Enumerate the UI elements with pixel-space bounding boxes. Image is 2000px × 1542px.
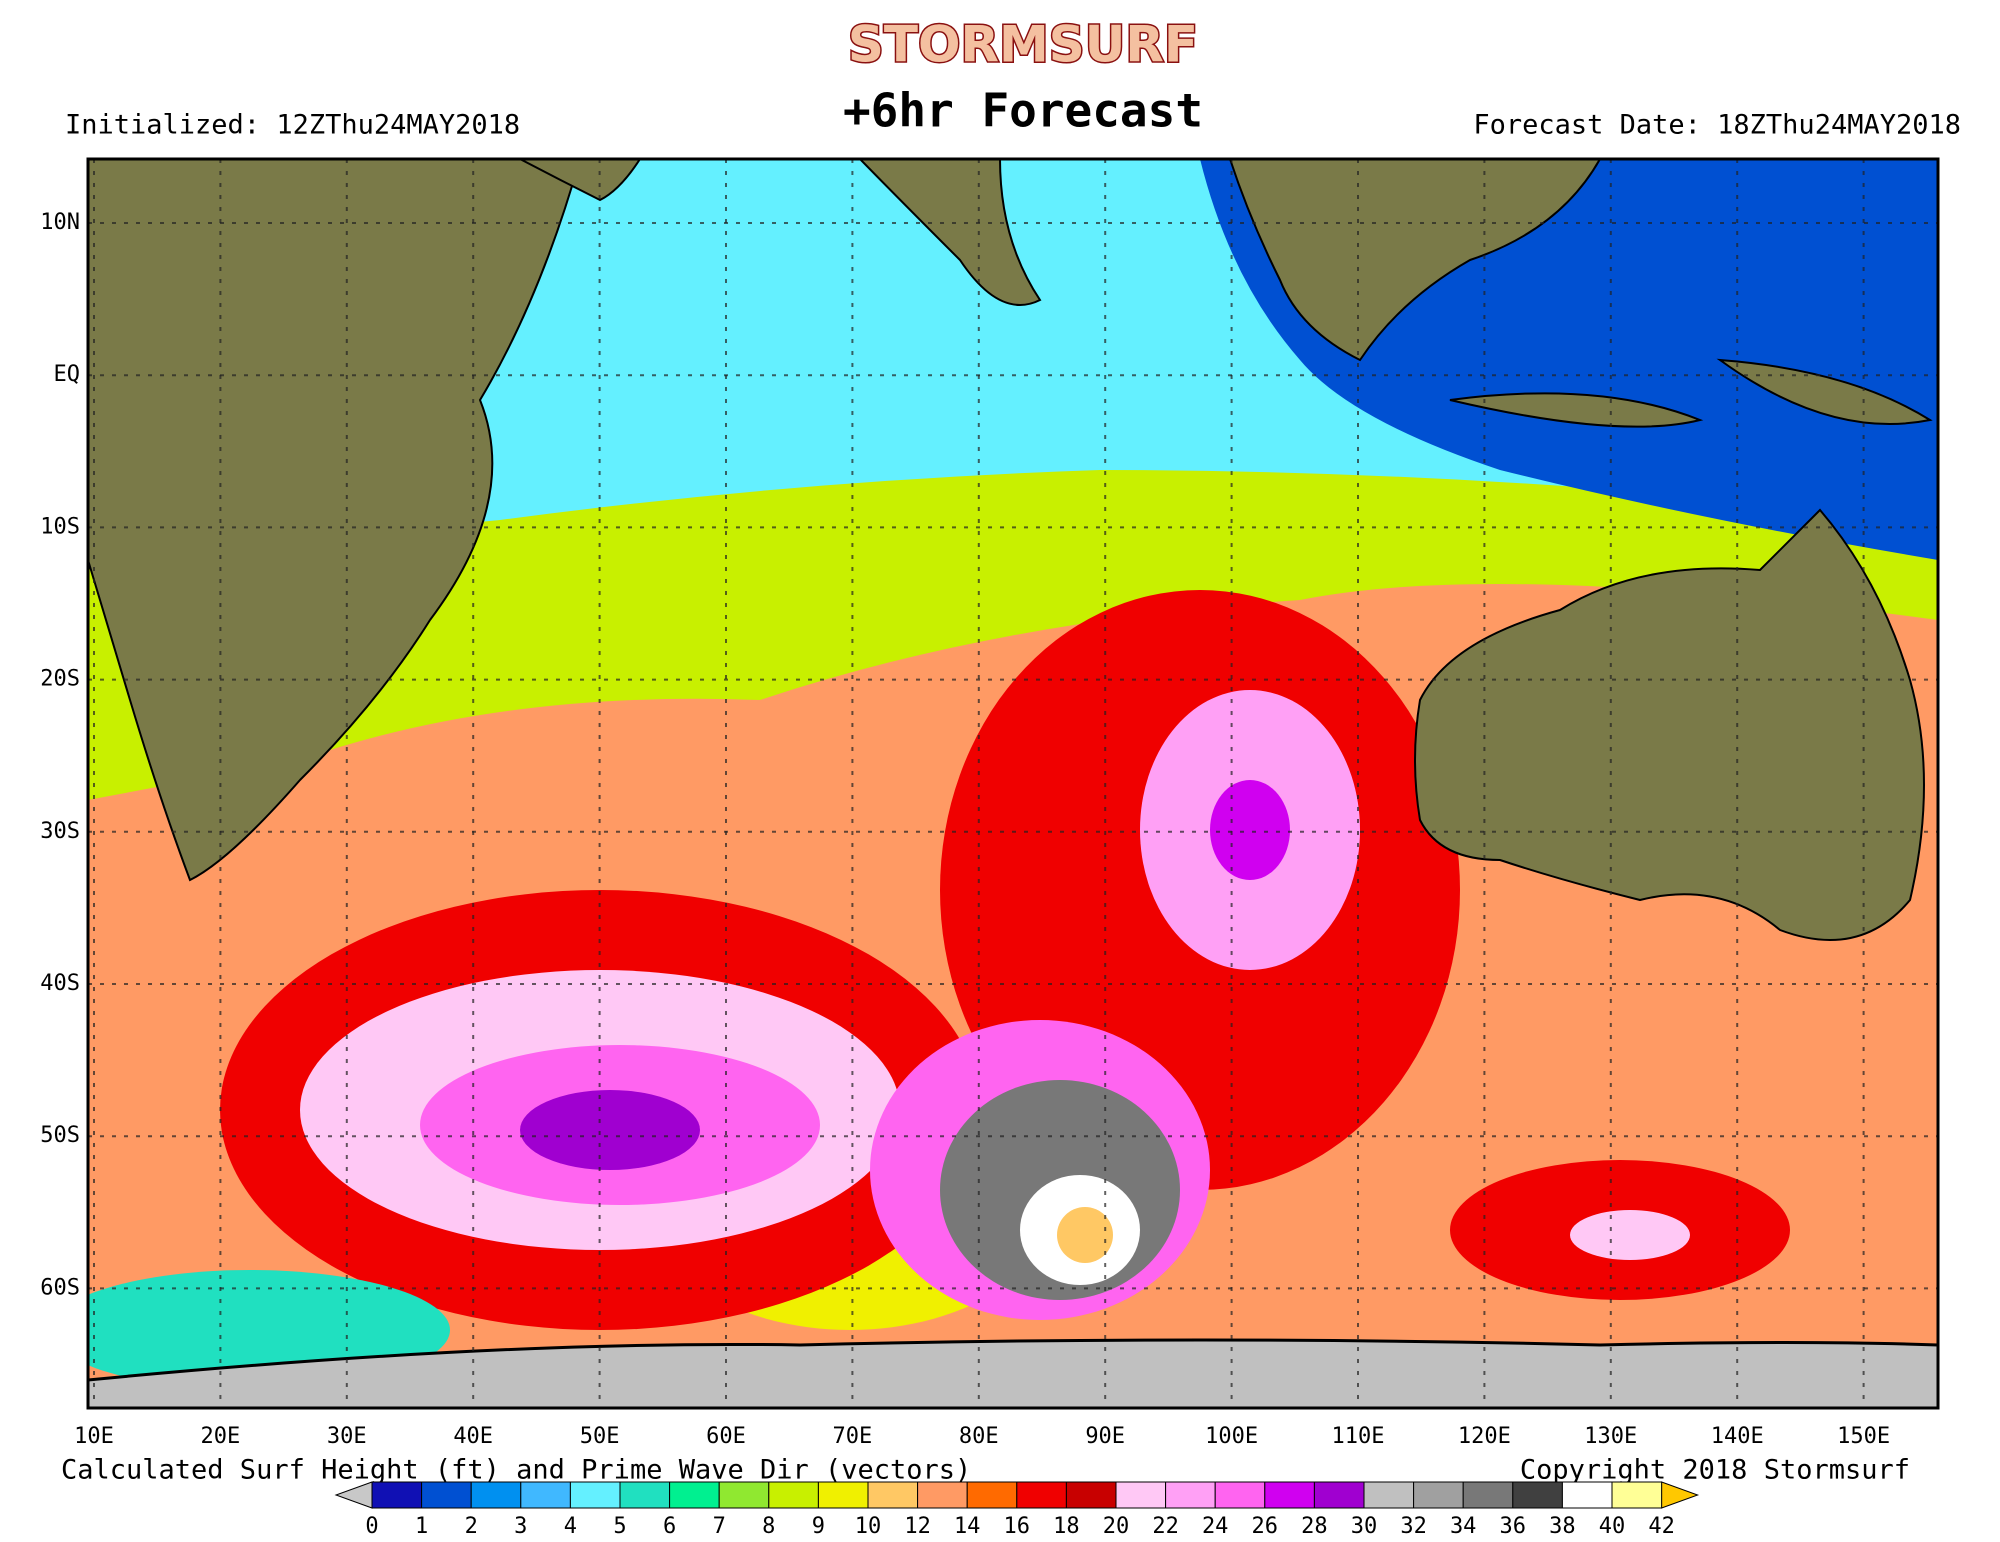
lat-label: EQ [54, 362, 81, 387]
colorbar-label: 2 [465, 1514, 478, 1539]
copyright: Copyright 2018 Stormsurf [1520, 1455, 1910, 1486]
color-bin [1115, 1481, 1167, 1509]
logo: STORMSURF [848, 16, 1198, 74]
colorbar-label: 42 [1648, 1514, 1675, 1539]
colorbar-label: 30 [1351, 1514, 1378, 1539]
lat-label: 10N [40, 210, 80, 235]
color-bin [718, 1481, 770, 1509]
colorbar-label: 7 [713, 1514, 726, 1539]
color-bin [1016, 1481, 1067, 1509]
colorbar-label: 34 [1450, 1514, 1477, 1539]
colorbar-label: 5 [613, 1514, 626, 1539]
colorbar-label: 6 [663, 1514, 676, 1539]
storm-southeast-core [1570, 1210, 1690, 1260]
lat-label: 60S [40, 1275, 80, 1300]
colorbar-label: 20 [1103, 1514, 1130, 1539]
color-bin [1512, 1481, 1563, 1509]
lon-label: 150E [1837, 1424, 1890, 1449]
colorbar-low-arrow [334, 1481, 373, 1509]
lat-label: 10S [40, 514, 80, 539]
lon-label: 90E [1085, 1424, 1125, 1449]
colorbar-label: 0 [365, 1514, 378, 1539]
lat-label: 40S [40, 971, 80, 996]
color-bin [421, 1481, 472, 1509]
colorbar-label: 14 [954, 1514, 981, 1539]
lon-label: 110E [1332, 1424, 1385, 1449]
color-bin [966, 1481, 1018, 1509]
color-bin [1462, 1481, 1514, 1509]
color-bin [917, 1481, 968, 1509]
colorbar-label: 26 [1252, 1514, 1279, 1539]
color-bin [1065, 1481, 1117, 1509]
title: +6hr Forecast [843, 84, 1203, 138]
lon-label: 60E [706, 1424, 746, 1449]
colorbar-label: 8 [762, 1514, 775, 1539]
colorbar-label: 9 [812, 1514, 825, 1539]
storm-center-peak [1057, 1207, 1113, 1263]
colorbar-label: 4 [564, 1514, 577, 1539]
map-frame [86, 157, 1940, 1410]
color-bin [1165, 1481, 1216, 1509]
storm-east-peak [1210, 780, 1290, 880]
color-bin [1363, 1481, 1415, 1509]
colorbar-label: 32 [1400, 1514, 1427, 1539]
color-bin [520, 1481, 571, 1509]
color-bin [768, 1481, 819, 1509]
land-africa [88, 159, 582, 882]
colorbar-label: 28 [1301, 1514, 1328, 1539]
lon-label: 20E [201, 1424, 241, 1449]
lon-label: 50E [580, 1424, 620, 1449]
colorbar-label: 24 [1202, 1514, 1229, 1539]
colorbar-label: 10 [855, 1514, 882, 1539]
color-bin [371, 1481, 423, 1509]
color-bin [569, 1481, 621, 1509]
lon-label: 10E [74, 1424, 114, 1449]
lon-label: 100E [1205, 1424, 1258, 1449]
colorbar-label: 38 [1549, 1514, 1576, 1539]
lon-label: 130E [1584, 1424, 1637, 1449]
color-bin [1264, 1481, 1315, 1509]
color-bin [1214, 1481, 1266, 1509]
lat-label: 20S [40, 667, 80, 692]
colorbar-label: 36 [1500, 1514, 1527, 1539]
colorbar: 0 1 2 3 4 5 6 7 8 9 10 12 14 16 18 20 22 24 26 28 30 32 34 36 38… [365, 1481, 1675, 1539]
color-bin [1561, 1481, 1613, 1509]
color-bin [619, 1481, 671, 1509]
colorbar-high-arrow [1661, 1481, 1700, 1509]
color-bin [470, 1481, 522, 1509]
lat-label: 30S [40, 819, 80, 844]
colorbar-label: 16 [1004, 1514, 1031, 1539]
lon-label: 40E [453, 1424, 493, 1449]
lon-label: 120E [1458, 1424, 1511, 1449]
colorbar-label: 40 [1599, 1514, 1626, 1539]
colorbar-label: 1 [415, 1514, 428, 1539]
lon-label: 140E [1711, 1424, 1764, 1449]
land-indonesia [1228, 159, 1933, 428]
lat-label: 50S [40, 1123, 80, 1148]
color-bin [1313, 1481, 1365, 1509]
color-bin [867, 1481, 919, 1509]
color-bin [817, 1481, 869, 1509]
colorbar-label: 18 [1053, 1514, 1080, 1539]
graticule [88, 159, 1938, 1408]
colorbar-label: 22 [1152, 1514, 1179, 1539]
lon-label: 70E [833, 1424, 873, 1449]
color-bin [669, 1481, 720, 1509]
land-antarctica [88, 1338, 1938, 1408]
map-field [88, 159, 1938, 1408]
storm-west-core [520, 1090, 700, 1170]
lon-label: 30E [327, 1424, 367, 1449]
lon-label: 80E [959, 1424, 999, 1449]
land-asia [519, 159, 1042, 306]
colorbar-label: 12 [904, 1514, 931, 1539]
colorbar-label: 3 [514, 1514, 527, 1539]
forecast-date: Forecast Date: 18ZThu24MAY2018 [1473, 110, 1961, 141]
color-bin [1611, 1481, 1663, 1509]
initialized: Initialized: 12ZThu24MAY2018 [65, 110, 520, 141]
caption: Calculated Surf Height (ft) and Prime Wa… [61, 1455, 971, 1486]
color-bin [1413, 1481, 1464, 1509]
